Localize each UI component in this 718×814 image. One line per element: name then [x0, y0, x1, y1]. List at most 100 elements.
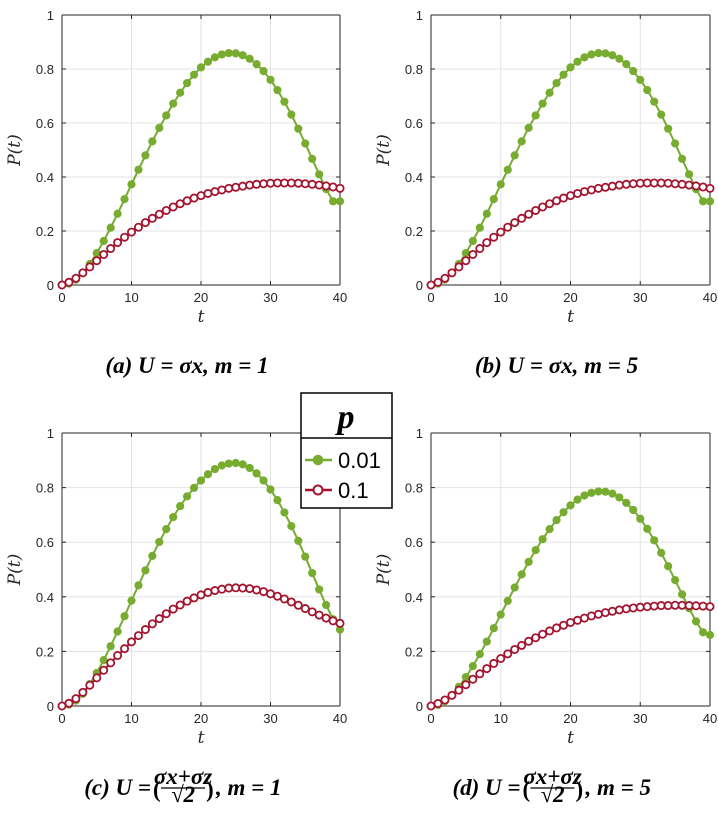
chart-b-series-0-point-23	[587, 50, 596, 59]
chart-c-caption-rparen: )	[206, 777, 214, 802]
chart-c-series-0-point-7	[106, 642, 115, 651]
chart-d-xtick-label-4: 40	[703, 711, 717, 726]
chart-b-series-0-point-30	[636, 75, 645, 84]
chart-b-series-1-point-4	[454, 262, 464, 272]
chart-d-series-0-point-8	[482, 637, 491, 646]
chart-b-series-1-point-2	[440, 273, 450, 283]
chart-b-caption: (b) U = σx, m = 5	[475, 353, 638, 378]
chart-d-ytick-label-5: 1	[416, 426, 423, 441]
chart-b-series-0-point-26	[608, 51, 617, 60]
chart-a-series-1-point-23	[217, 185, 227, 195]
chart-d-series-0-point-35	[671, 576, 680, 585]
chart-c-series-1-point-34	[293, 600, 303, 610]
chart-c-series-1-point-12	[140, 625, 150, 635]
chart-d-series-0-point-20	[566, 501, 575, 510]
chart-c-series-0-point-9	[120, 612, 129, 621]
chart-d-series-1-point-8	[482, 664, 492, 674]
chart-c-series-1-point-7	[106, 658, 116, 668]
chart-c-ytick-label-1: 0.2	[36, 644, 54, 659]
chart-c-series-0-point-13	[148, 551, 157, 560]
chart-c-ytick-label-4: 0.8	[36, 481, 54, 496]
chart-a-series-0-point-9	[120, 195, 129, 204]
chart-c-ytick-label-5: 1	[47, 426, 54, 441]
chart-d-series-0-point-39	[698, 628, 708, 637]
chart-d-series-0-point-18	[552, 515, 561, 525]
chart-b-xtick-label-1: 10	[494, 290, 508, 305]
chart-c-caption-lparen: (	[153, 777, 161, 802]
chart-c-series-0-point-30	[266, 485, 275, 494]
chart-a-series-0-point-14	[155, 123, 164, 132]
chart-d: 0 10 20 30 40 0 0.2 0.4 0.6 0.8 1 t P(t) (d) U = (σx+…	[374, 426, 717, 807]
chart-b-series-0-point-14	[524, 123, 533, 132]
chart-c-caption-num: σx+σz	[154, 764, 212, 789]
chart-d-series-0-point-16	[538, 535, 547, 544]
chart-d-ytick-label-2: 0.4	[405, 590, 423, 605]
chart-a-xtick-label-1: 10	[124, 290, 138, 305]
chart-d-series-0-point-29	[629, 505, 638, 515]
chart-d-series-0-point-25	[601, 487, 610, 496]
chart-b-series-0-point-16	[538, 99, 547, 108]
chart-b-series-1-point-27	[614, 180, 624, 190]
chart-a-series-0-point-17	[176, 88, 185, 97]
chart-d-series-1-point-5	[461, 680, 471, 690]
chart-d-series-1-point-11	[503, 649, 513, 659]
chart-d-series-0-point-15	[531, 546, 540, 555]
chart-c-series-0-point-28	[252, 469, 261, 478]
chart-a-series-1-point-22	[210, 187, 220, 197]
chart-a-series-0-point-28	[252, 60, 261, 69]
chart-c-series-0-point-14	[155, 537, 164, 547]
chart-b-series-1-point-9	[489, 232, 499, 242]
chart-d-caption-lparen: (	[523, 777, 531, 802]
chart-b-series-1-point-38	[691, 181, 701, 191]
chart-a-ytick-label-5: 1	[47, 8, 54, 23]
chart-b-series-1-point-3	[447, 268, 457, 278]
chart-c-series-1-point-15	[161, 609, 171, 619]
chart-d-series-0-point-23	[587, 488, 596, 497]
chart-c-series-1-point-40	[335, 618, 345, 628]
chart-a-series-1-point-11	[133, 222, 143, 232]
chart-b-series-0-point-5	[461, 249, 470, 258]
chart-c-series-0-point-22	[210, 464, 219, 474]
chart-a-xtick-label-4: 40	[333, 290, 347, 305]
chart-b-series-1-point-13	[517, 213, 527, 223]
chart-d-series-0-point-21	[573, 495, 582, 504]
chart-a: 0 10 20 30 40 0 0.2 0.4 0.6 0.8 1 t P(t) (a) U = σx, …	[5, 8, 347, 378]
chart-d-series-0-point-9	[489, 624, 498, 633]
chart-c-caption: (c) U = (σx+σz√2), m = 1	[84, 764, 281, 807]
chart-a-series-1-point-27	[245, 180, 255, 190]
chart-b: 0 10 20 30 40 0 0.2 0.4 0.6 0.8 1 t P(t) (b) U = σx, …	[374, 8, 717, 378]
chart-d-series-1-point-17	[545, 626, 555, 636]
chart-d-series-0-point-24	[594, 487, 603, 496]
chart-a-ylabel: P(t)	[5, 134, 25, 167]
chart-b-series-1-point-36	[677, 179, 687, 189]
chart-d-ytick-label-3: 0.6	[405, 535, 423, 550]
chart-c-xtick-label-1: 10	[124, 711, 138, 726]
chart-b-xtick-label-3: 30	[633, 290, 647, 305]
chart-b-series-1-point-10	[496, 227, 506, 237]
chart-a-series-0-point-29	[259, 67, 268, 76]
chart-a-series-0-point-33	[287, 110, 296, 119]
chart-d-series-0-point-38	[691, 617, 701, 626]
chart-c-series-1-point-10	[127, 637, 137, 647]
chart-c-series-0-point-37	[315, 585, 324, 594]
chart-a-ytick-label-0: 0	[47, 278, 54, 293]
chart-d-series-1-point-26	[607, 606, 617, 616]
chart-b-ylabel: P(t)	[374, 134, 394, 167]
chart-c-series-0-point-34	[294, 536, 303, 545]
chart-a-series-0-point-40	[335, 197, 345, 206]
chart-a-series-0-point-7	[106, 223, 115, 232]
chart-a-series-0-point-15	[162, 111, 171, 120]
chart-b-series-0-point-22	[580, 53, 589, 62]
chart-c-series-1-point-9	[120, 644, 130, 654]
chart-d-series-0-point-22	[580, 491, 589, 500]
legend-marker-0	[312, 454, 324, 466]
chart-d-series-1-point-13	[517, 640, 527, 650]
chart-b-ytick-label-4: 0.8	[405, 62, 423, 77]
chart-c-series-1-point-4	[85, 680, 95, 690]
chart-a-series-0-point-8	[113, 209, 122, 218]
chart-a-ytick-label-3: 0.6	[36, 116, 54, 131]
chart-d-series-1-point-40	[705, 602, 715, 612]
chart-c-series-1-point-32	[279, 594, 289, 604]
chart-d-caption-den: √2	[540, 782, 564, 807]
